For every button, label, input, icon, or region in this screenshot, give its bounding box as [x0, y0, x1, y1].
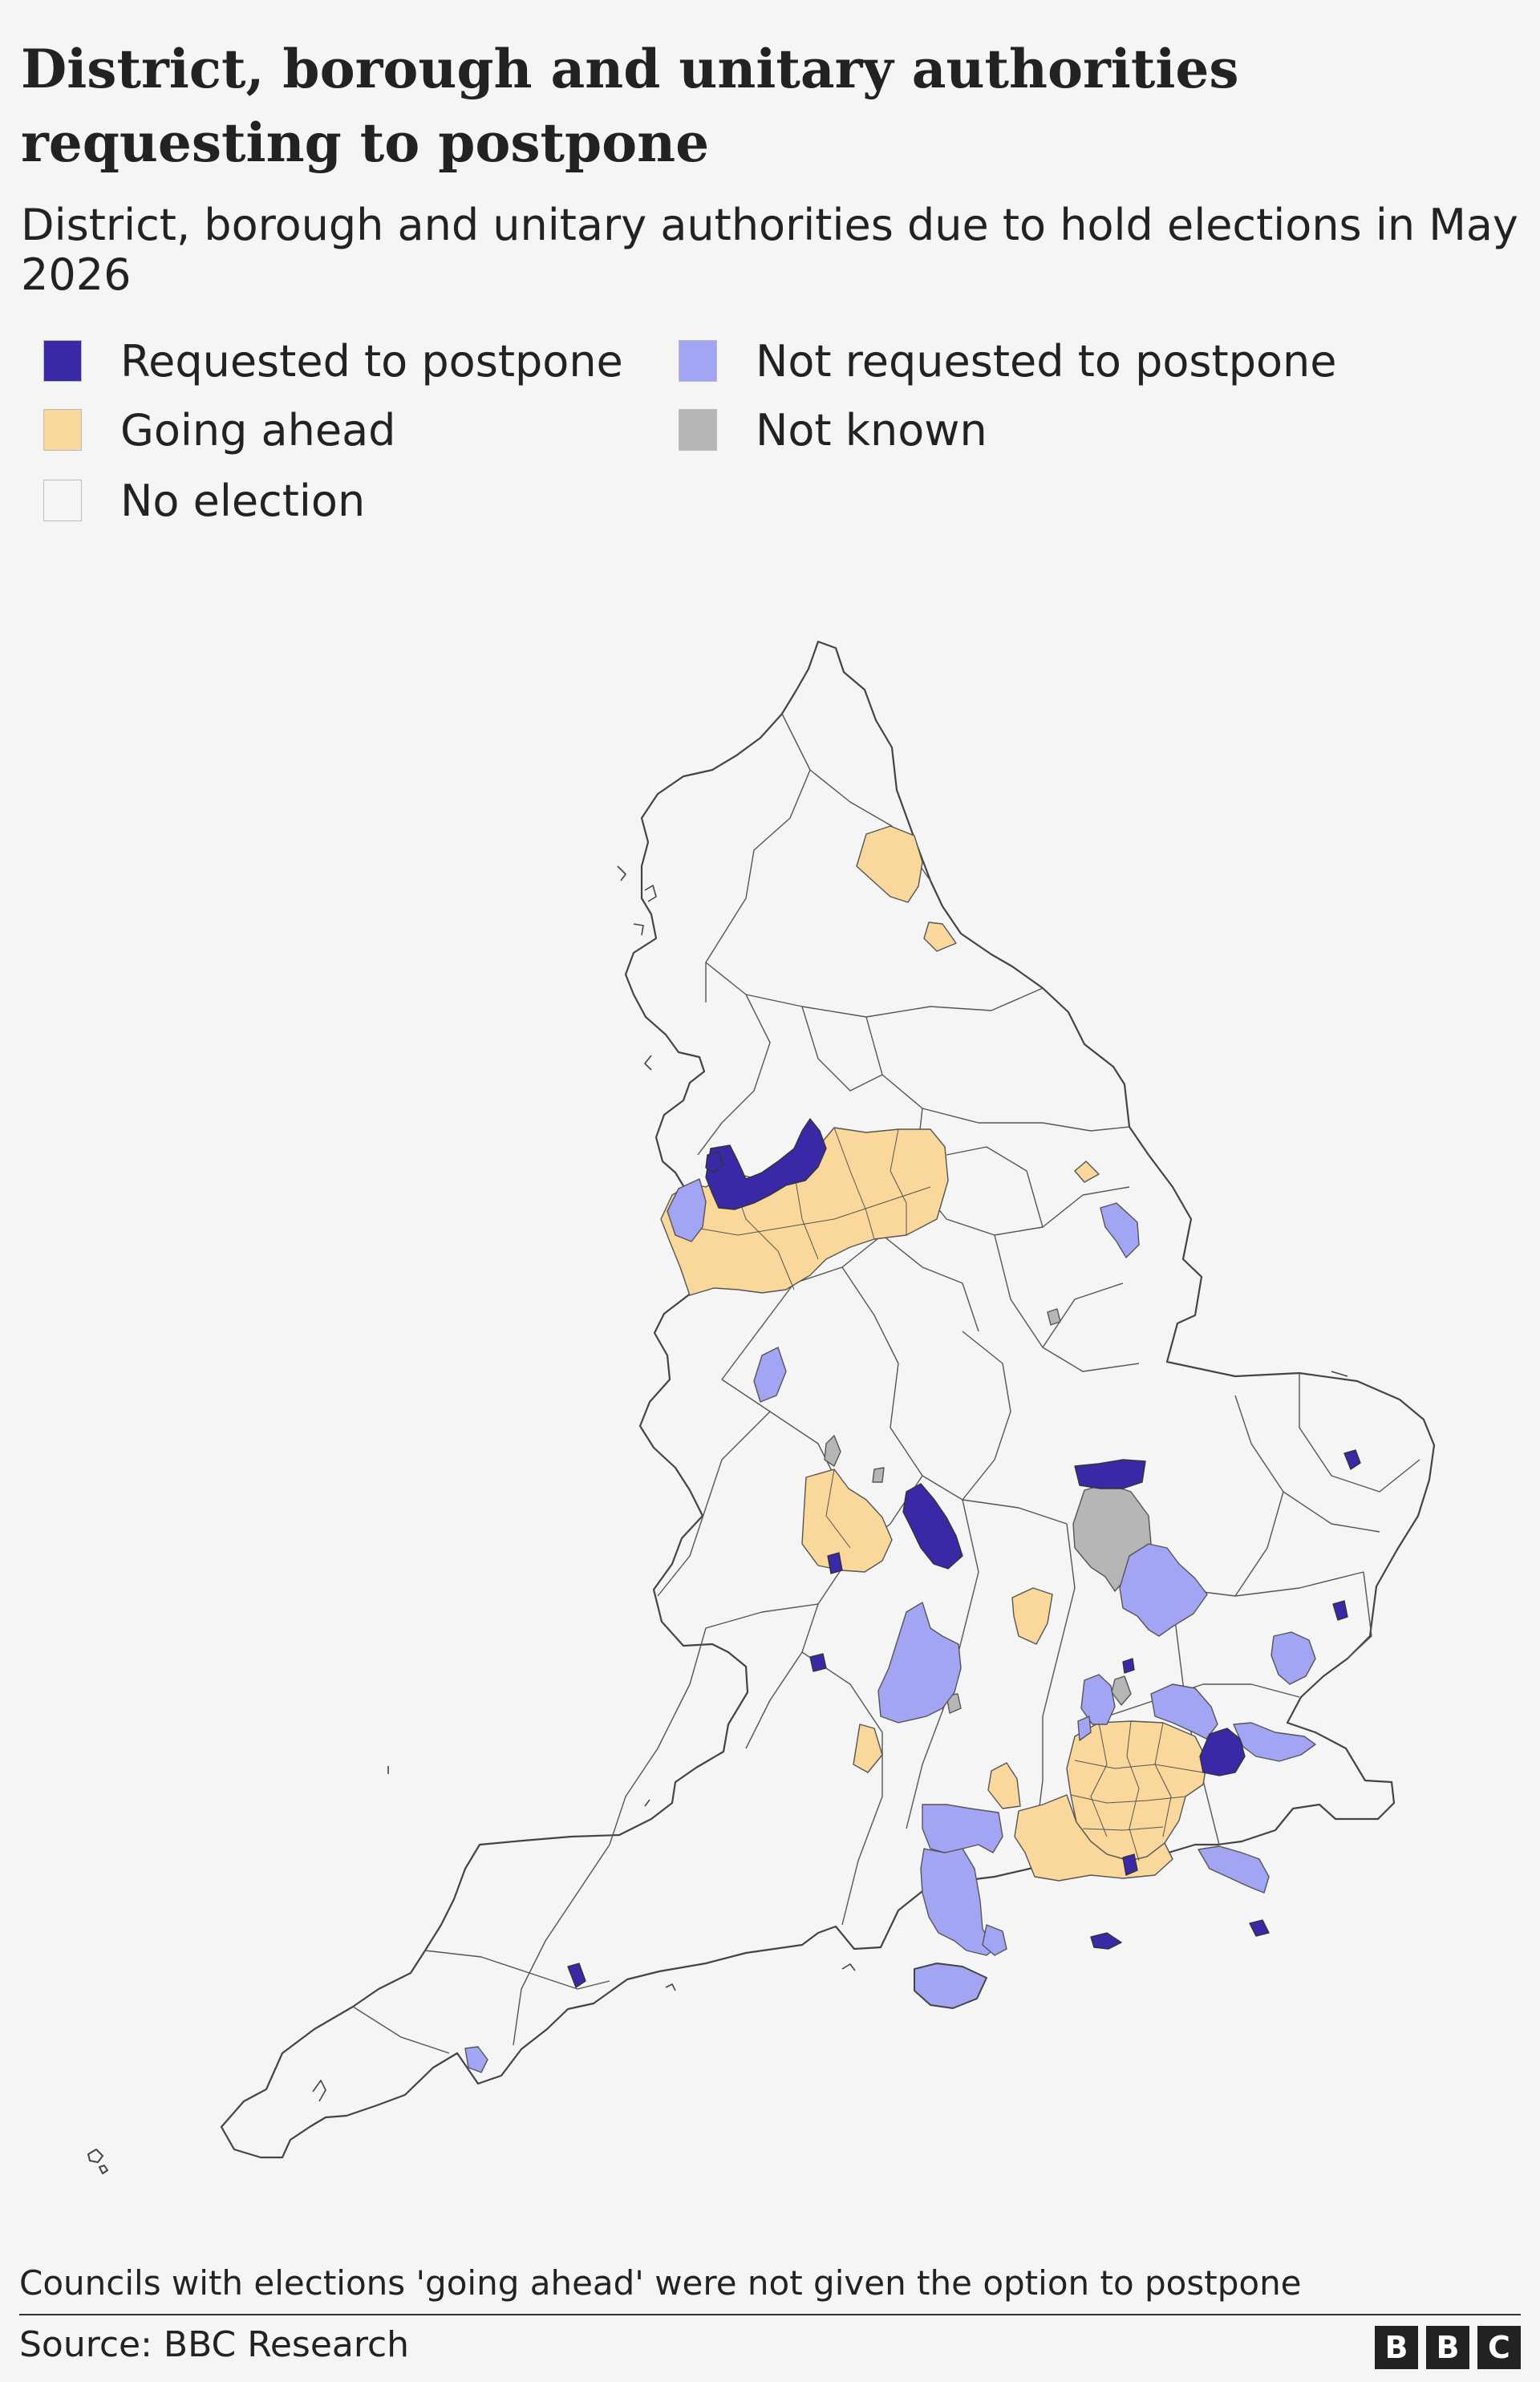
area-kent-north	[1198, 1845, 1270, 1894]
legend-item-no-election: No election	[43, 475, 365, 526]
chart-subtitle: District, borough and unitary authoritie…	[21, 200, 1518, 300]
area-torbay	[464, 2046, 488, 2073]
area-cannock	[827, 1552, 843, 1574]
area-cambridgeshire	[1119, 1543, 1208, 1637]
legend-swatch-no-election	[43, 480, 82, 521]
legend-swatch-going-ahead	[43, 409, 82, 451]
legend-label-not-requested: Not requested to postpone	[756, 335, 1337, 387]
area-cheshire	[753, 1347, 787, 1403]
source-label: Source: BBC Research	[19, 2324, 410, 2365]
area-essex-basildon	[1199, 1728, 1246, 1776]
area-suffolk-small	[1343, 1449, 1361, 1470]
area-gloucestershire	[922, 1804, 1003, 1853]
area-lincolnshire-south	[1074, 1459, 1146, 1489]
area-surrey-heath	[1122, 1853, 1138, 1876]
area-lancashire-pennines	[705, 1118, 827, 1210]
area-tyneside	[856, 825, 923, 903]
area-small-unknown-3	[1047, 1308, 1061, 1326]
area-sunderland	[923, 922, 957, 952]
legend-swatch-not-known	[679, 409, 717, 451]
area-birmingham-black-country	[801, 1468, 893, 1573]
legend-label-going-ahead: Going ahead	[120, 404, 396, 456]
area-norfolk-waveney	[1332, 1600, 1348, 1621]
area-leicestershire-nw	[902, 1483, 963, 1570]
area-hampshire	[920, 1848, 995, 1956]
england-map	[87, 640, 1436, 2174]
area-small-unknown-1	[824, 1435, 841, 1467]
mainland-england	[220, 640, 1436, 2159]
area-brighton-hove	[1090, 1932, 1122, 1950]
legend-item-going-ahead: Going ahead	[43, 404, 395, 456]
legend-label-requested: Requested to postpone	[120, 335, 623, 387]
area-hampton-cluster	[1077, 1716, 1092, 1741]
going-ahead-london-boroughs	[691, 1127, 1204, 1861]
england-outline	[87, 640, 1436, 2174]
legend-swatch-requested	[43, 340, 82, 382]
area-exeter	[567, 1963, 586, 1988]
legend-label-no-election: No election	[120, 475, 366, 526]
area-essex-south	[1233, 1722, 1316, 1762]
isles-of-scilly	[87, 2149, 108, 2174]
area-small-unknown-2	[872, 1467, 885, 1483]
footer-rule	[19, 2314, 1521, 2315]
area-crawley	[1122, 1658, 1135, 1674]
area-greater-manchester-west-yorkshire	[660, 1127, 949, 1296]
bbc-logo-letter-1: B	[1375, 2326, 1418, 2369]
area-reading	[987, 1762, 1021, 1809]
isle-of-wight	[914, 1963, 987, 2009]
requested-to-postpone-areas	[567, 1118, 1361, 1988]
area-milton-keynes	[1011, 1587, 1053, 1645]
bbc-logo: B B C	[1375, 2326, 1521, 2369]
bbc-logo-letter-3: C	[1477, 2326, 1521, 2369]
area-surrey-berkshire-belt	[1014, 1794, 1173, 1882]
area-hastings	[1249, 1919, 1270, 1937]
bbc-logo-letter-2: B	[1426, 2326, 1469, 2369]
area-ipswich-suffolk	[1270, 1631, 1316, 1685]
footnote: Councils with elections 'going ahead' we…	[19, 2263, 1302, 2303]
legend-swatch-not-requested	[679, 340, 717, 382]
coastline-details	[312, 865, 1348, 2102]
area-redditch	[809, 1653, 827, 1672]
area-greater-london	[1066, 1720, 1208, 1861]
area-hertfordshire	[1080, 1674, 1116, 1725]
going-ahead-areas	[660, 825, 1208, 1882]
chart-title: District, borough and unitary authoritie…	[21, 38, 1239, 174]
area-worcestershire-warwickshire	[877, 1602, 962, 1724]
legend-item-not-requested: Not requested to postpone	[679, 335, 1336, 387]
area-west-lancashire	[667, 1178, 707, 1242]
area-blackpool-fylde	[705, 1151, 724, 1173]
area-swindon	[853, 1724, 883, 1773]
area-north-lincolnshire	[1100, 1202, 1140, 1258]
legend-item-not-known: Not known	[679, 404, 987, 456]
not-requested-areas	[464, 1178, 1316, 2073]
legend-label-not-known: Not known	[756, 404, 987, 456]
area-west-sussex-coast	[982, 1924, 1007, 1956]
area-hull	[1074, 1161, 1100, 1183]
area-essex-west	[1150, 1683, 1218, 1740]
legend-item-requested: Requested to postpone	[43, 335, 623, 387]
